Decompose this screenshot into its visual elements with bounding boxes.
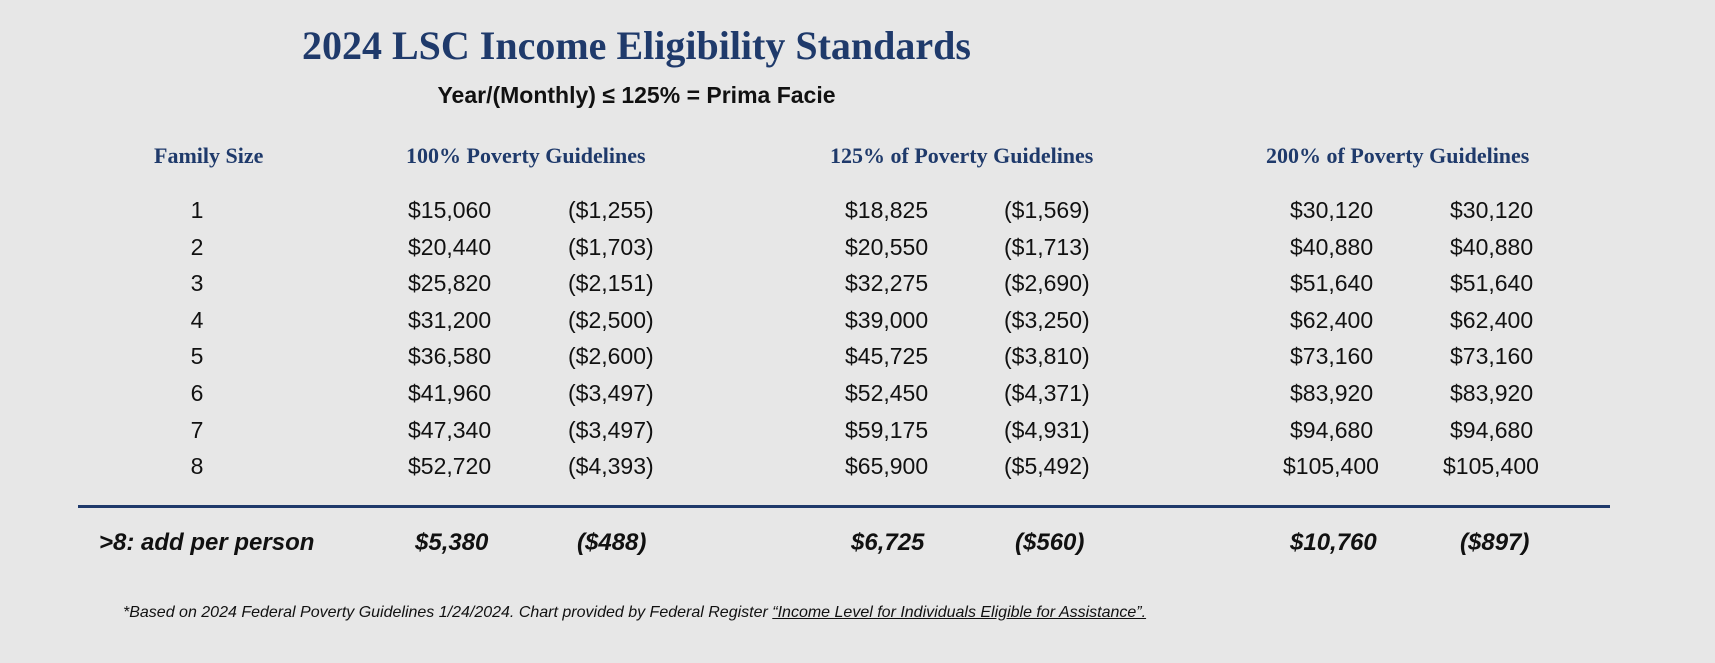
additional-month-200: ($897) [1460, 529, 1530, 556]
additional-year-125: $6,725 [851, 529, 925, 556]
additional-month-125: ($560) [1015, 529, 1085, 556]
cell-year-100: $20,440 [408, 233, 492, 260]
cell-family-size: 7 [190, 416, 204, 443]
cell-month-125: ($4,371) [1004, 380, 1090, 406]
cell-year-125: $18,825 [845, 197, 929, 223]
cell-year-125: $59,175 [845, 416, 929, 443]
cell-family-size: 1 [190, 197, 204, 223]
cell-month-200: $73,160 [1450, 343, 1534, 370]
cell-year-200: $51,640 [1290, 270, 1374, 297]
cell-family-size: 8 [190, 453, 204, 480]
cell-family-size: 2 [190, 233, 204, 260]
cell-month-100: ($1,703) [568, 233, 654, 260]
cell-year-100: $25,820 [408, 270, 492, 297]
cell-year-100: $52,720 [408, 453, 492, 480]
cell-month-125: ($1,569) [1004, 197, 1090, 223]
cell-year-200: $62,400 [1290, 306, 1374, 333]
cell-month-125: ($5,492) [1004, 453, 1090, 480]
cell-family-size: 6 [190, 380, 204, 406]
page-subtitle: Year/(Monthly) ≤ 125% = Prima Facie [437, 82, 836, 108]
cell-month-200: $83,920 [1450, 380, 1534, 406]
additional-year-100: $5,380 [415, 529, 489, 556]
cell-year-125: $39,000 [845, 306, 929, 333]
cell-month-200: $105,400 [1443, 453, 1539, 480]
cell-year-100: $36,580 [408, 343, 492, 370]
cell-year-200: $94,680 [1290, 416, 1374, 443]
cell-year-200: $83,920 [1290, 380, 1374, 406]
cell-year-125: $52,450 [845, 380, 929, 406]
cell-month-200: $62,400 [1450, 306, 1534, 333]
cell-month-200: $40,880 [1450, 233, 1534, 260]
cell-month-125: ($3,250) [1004, 306, 1090, 333]
cell-month-200: $51,640 [1450, 270, 1534, 297]
cell-month-125: ($2,690) [1004, 270, 1090, 297]
cell-year-100: $15,060 [408, 197, 492, 223]
cell-year-200: $30,120 [1290, 197, 1374, 223]
cell-year-125: $32,275 [845, 270, 929, 297]
cell-year-200: $40,880 [1290, 233, 1374, 260]
page-title: 2024 LSC Income Eligibility Standards [301, 23, 971, 68]
cell-month-125: ($1,713) [1004, 233, 1090, 260]
cell-month-100: ($2,500) [568, 306, 654, 333]
additional-label: >8: add per person [99, 529, 315, 556]
footnote-text: *Based on 2024 Federal Poverty Guideline… [123, 604, 773, 621]
cell-year-100: $31,200 [408, 306, 492, 333]
cell-year-100: $47,340 [408, 416, 492, 443]
header-125-pct: 125% of Poverty Guidelines [830, 143, 1094, 168]
footnote-link[interactable]: “Income Level for Individuals Eligible f… [772, 604, 1147, 621]
cell-year-125: $20,550 [845, 233, 929, 260]
cell-month-200: $94,680 [1450, 416, 1534, 443]
cell-year-200: $105,400 [1283, 453, 1379, 480]
additional-month-100: ($488) [577, 529, 647, 556]
cell-month-100: ($3,497) [568, 416, 654, 443]
cell-month-100: ($4,393) [568, 453, 654, 480]
footnote: *Based on 2024 Federal Poverty Guideline… [123, 604, 1146, 622]
cell-month-200: $30,120 [1450, 197, 1534, 223]
additional-year-200: $10,760 [1290, 529, 1377, 556]
cell-family-size: 5 [190, 343, 204, 370]
cell-month-100: ($3,497) [568, 380, 654, 406]
cell-year-100: $41,960 [408, 380, 492, 406]
cell-family-size: 4 [190, 306, 204, 333]
header-family-size: Family Size [154, 143, 264, 168]
header-200-pct: 200% of Poverty Guidelines [1266, 143, 1530, 168]
header-100-pct: 100% Poverty Guidelines [406, 143, 646, 168]
cell-month-125: ($4,931) [1004, 416, 1090, 443]
divider [78, 505, 1610, 508]
cell-year-200: $73,160 [1290, 343, 1374, 370]
cell-month-100: ($2,151) [568, 270, 654, 297]
cell-year-125: $45,725 [845, 343, 929, 370]
cell-month-125: ($3,810) [1004, 343, 1090, 370]
cell-month-100: ($1,255) [568, 197, 654, 223]
cell-family-size: 3 [190, 270, 204, 297]
cell-month-100: ($2,600) [568, 343, 654, 370]
cell-year-125: $65,900 [845, 453, 929, 480]
